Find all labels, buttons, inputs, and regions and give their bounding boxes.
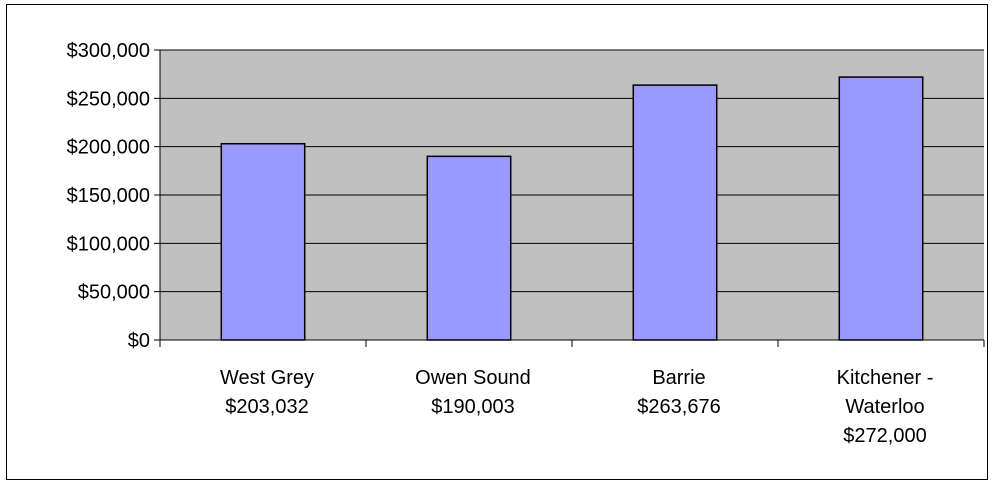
bar xyxy=(632,84,718,341)
bar xyxy=(220,142,306,341)
y-tick-label: $100,000 xyxy=(67,233,150,255)
category-label: Kitchener -Waterloo $272,000 xyxy=(837,367,934,447)
y-axis-ticks xyxy=(154,49,160,341)
category-label: Barrie $263,676 xyxy=(637,367,720,418)
bar xyxy=(426,155,512,341)
y-tick-label: $50,000 xyxy=(78,282,150,304)
x-axis-ticks xyxy=(159,340,985,347)
y-tick-label: $200,000 xyxy=(67,137,150,159)
y-tick-label: $0 xyxy=(128,330,150,352)
category-label: Owen Sound $190,003 xyxy=(415,367,531,418)
bars xyxy=(220,76,924,341)
category-label: West Grey $203,032 xyxy=(220,367,314,418)
y-tick-label: $250,000 xyxy=(67,88,150,110)
y-tick-label: $300,000 xyxy=(67,40,150,62)
y-tick-label: $150,000 xyxy=(67,185,150,207)
y-axis-tick-labels: $0 $50,000 $100,000 $150,000 $200,000 $250,00… xyxy=(67,40,150,352)
bar xyxy=(838,76,924,341)
x-axis-category-labels: West Grey $203,032 Owen Sound $190,003 Barri… xyxy=(220,367,933,447)
